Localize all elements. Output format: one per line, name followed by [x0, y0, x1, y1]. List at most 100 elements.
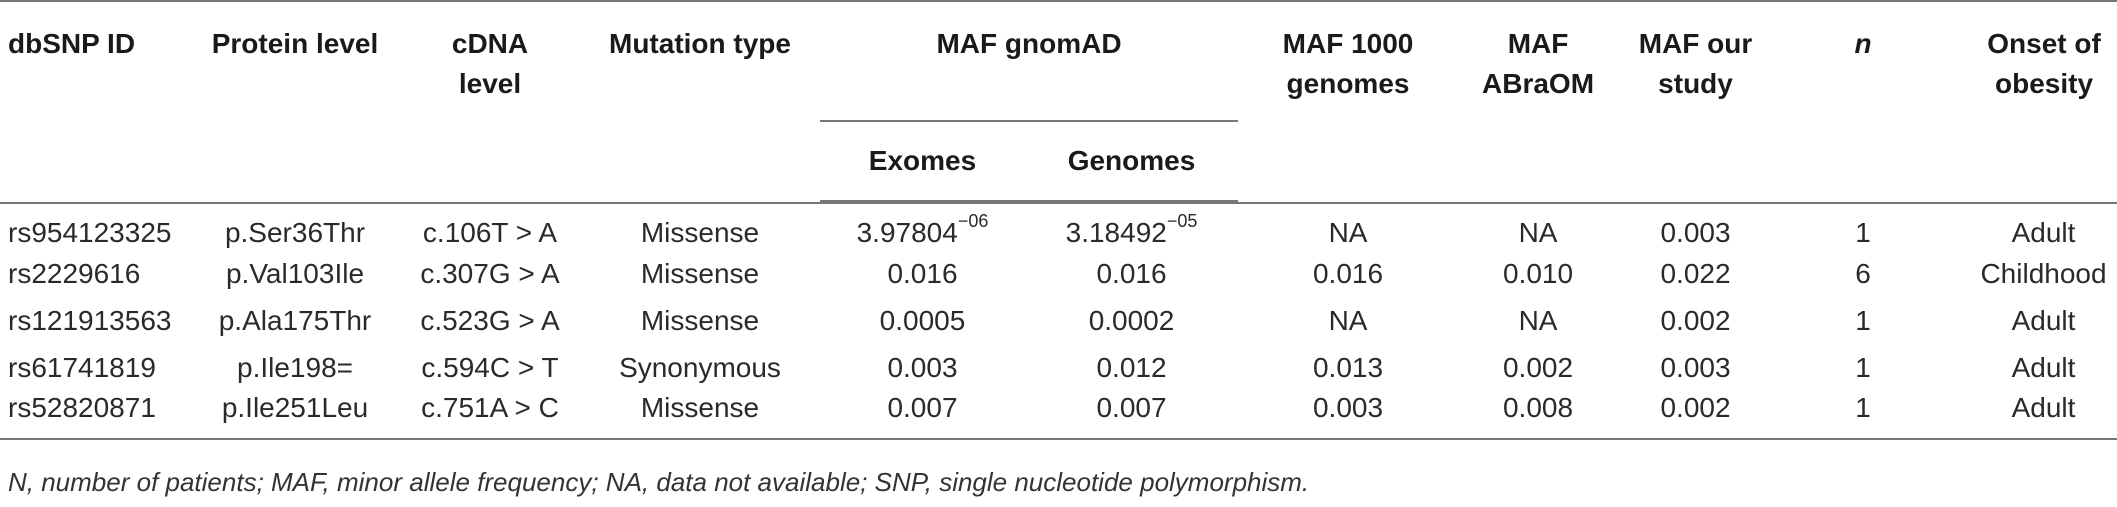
table-row: rs121913563 p.Ala175Thr c.523G > A Missense… — [0, 297, 2117, 344]
cell-exomes: 3.97804−06 — [820, 203, 1025, 250]
cell-value: 0.016 — [887, 257, 958, 289]
cell-maf-1000: 0.016 — [1238, 250, 1458, 297]
cell-onset: Adult — [1953, 297, 2117, 344]
cell-value: 0.002 — [1502, 351, 1574, 383]
header-mutation-type: Mutation type — [609, 28, 791, 59]
cell-exomes: 0.016 — [820, 250, 1025, 297]
cell-cdna: c.594C > T — [400, 344, 580, 391]
cell-value: 0.002 — [1660, 392, 1731, 423]
cell-value: 0.003 — [1660, 216, 1731, 248]
cell-value: 1 — [1855, 216, 1871, 248]
cell-onset: Adult — [1953, 391, 2117, 440]
header-row-2-spacer — [0, 201, 2117, 204]
cell-value: p.Val103Ile — [225, 257, 365, 289]
cell-value: 0.007 — [1096, 392, 1167, 423]
cell-value: 0.013 — [1312, 351, 1384, 383]
cell-maf-1000: 0.013 — [1238, 344, 1458, 391]
cell-n: 1 — [1773, 297, 1953, 344]
cell-n: 1 — [1773, 344, 1953, 391]
cell-protein: p.Val103Ile — [190, 250, 400, 297]
cell-maf-1000: NA — [1238, 203, 1458, 250]
cell-n: 1 — [1773, 391, 1954, 440]
cell-maf-1000: NA — [1238, 297, 1458, 344]
cell-n: 1 — [1773, 203, 1953, 250]
cell-value: 0.012 — [1096, 351, 1167, 383]
table-row: rs954123325 p.Ser36Thr c.106T > A Missense 3… — [0, 203, 2117, 250]
cell-value: NA — [1328, 304, 1368, 336]
cell-mutation: Missense — [580, 203, 820, 250]
cell-maf-abraom: 0.010 — [1458, 250, 1618, 297]
cell-value: Adult — [2011, 351, 2076, 383]
cell-value: c.523G > A — [420, 304, 560, 336]
cell-dbsnp: rs2229616 — [0, 250, 190, 297]
cell-value: Missense — [640, 257, 760, 289]
cell-value: 3.18492 — [1065, 216, 1167, 248]
cell-value: 0.0002 — [1088, 304, 1175, 336]
cell-cdna: c.106T > A — [400, 203, 580, 250]
cell-value: NA — [1518, 304, 1558, 336]
cell-dbsnp: rs52820871 — [0, 391, 190, 440]
header-maf-abraom: MAF ABraOM — [1482, 28, 1595, 99]
cell-maf-study: 0.022 — [1618, 250, 1773, 297]
cell-value: 0.016 — [1312, 257, 1384, 289]
cell-value: Missense — [640, 392, 760, 423]
cell-value: 0.003 — [1312, 392, 1384, 423]
cell-value: rs2229616 — [8, 257, 141, 289]
cell-value: Adult — [2011, 392, 2076, 423]
cell-value: 0.003 — [1660, 351, 1731, 383]
cell-value: 0.022 — [1660, 257, 1731, 289]
cell-value: p.Ala175Thr — [218, 304, 372, 336]
cell-value: Childhood — [1980, 257, 2107, 289]
header-maf-our-study: MAF our study — [1638, 28, 1753, 99]
cell-exomes: 0.0005 — [820, 297, 1025, 344]
header-n: n — [1854, 28, 1872, 59]
cell-value: c.106T > A — [422, 216, 558, 248]
cell-value: Adult — [2011, 216, 2076, 248]
cell-value: rs52820871 — [8, 392, 156, 423]
cell-genomes: 0.0002 — [1025, 297, 1238, 344]
header-maf-1000-genomes: MAF 1000 genomes — [1282, 28, 1414, 99]
cell-genomes: 0.012 — [1025, 344, 1238, 391]
cell-value: 3.97804 — [856, 216, 958, 248]
cell-exomes: 0.003 — [820, 344, 1025, 391]
header-exomes: Exomes — [820, 121, 1025, 202]
cell-mutation: Missense — [580, 250, 820, 297]
cell-genomes: 3.18492−05 — [1025, 203, 1238, 250]
cell-mutation: Missense — [580, 391, 820, 440]
cell-value: Adult — [2011, 304, 2076, 336]
cell-protein: p.Ile251Leu — [190, 391, 400, 440]
cell-maf-study: 0.003 — [1618, 344, 1773, 391]
cell-value: 1 — [1855, 392, 1871, 423]
header-cdna-level: cDNA level — [451, 28, 529, 99]
cell-cdna: c.751A > C — [400, 391, 580, 440]
cell-value: rs61741819 — [8, 351, 156, 383]
cell-onset: Adult — [1953, 344, 2117, 391]
cell-value: c.307G > A — [420, 257, 560, 289]
cell-maf-study: 0.002 — [1618, 391, 1774, 440]
cell-maf-abraom: NA — [1458, 203, 1618, 250]
header-row-1: dbSNP ID Protein level cDNA level Mutati… — [0, 1, 2117, 122]
cell-value: 1 — [1855, 304, 1871, 336]
cell-value: Missense — [640, 304, 760, 336]
cell-value: p.Ile251Leu — [221, 392, 369, 423]
cell-value: 0.007 — [887, 392, 958, 423]
cell-cdna: c.523G > A — [400, 297, 580, 344]
cell-value: p.Ser36Thr — [224, 216, 366, 248]
cell-value: 1 — [1855, 351, 1871, 383]
cell-value: NA — [1518, 216, 1558, 248]
cell-value: Synonymous — [619, 351, 781, 383]
table-footnote: N, number of patients; MAF, minor allele… — [8, 467, 1310, 497]
cell-value: 0.010 — [1502, 257, 1574, 289]
header-genomes: Genomes — [1025, 121, 1239, 202]
cell-maf-abraom: NA — [1458, 297, 1618, 344]
header-onset-of-obesity: Onset of obesity — [1987, 28, 2101, 99]
cell-n: 6 — [1773, 250, 1953, 297]
table-row: rs2229616 p.Val103Ile c.307G > A Missense 0.… — [0, 250, 2117, 297]
cell-dbsnp: rs61741819 — [0, 344, 190, 391]
cell-dbsnp: rs954123325 — [0, 203, 190, 250]
cell-exponent: −05 — [1166, 211, 1198, 232]
cell-mutation: Missense — [580, 297, 820, 344]
cell-dbsnp: rs121913563 — [0, 297, 190, 344]
table-body: rs954123325 p.Ser36Thr c.106T > A Missense 3… — [0, 203, 2117, 440]
